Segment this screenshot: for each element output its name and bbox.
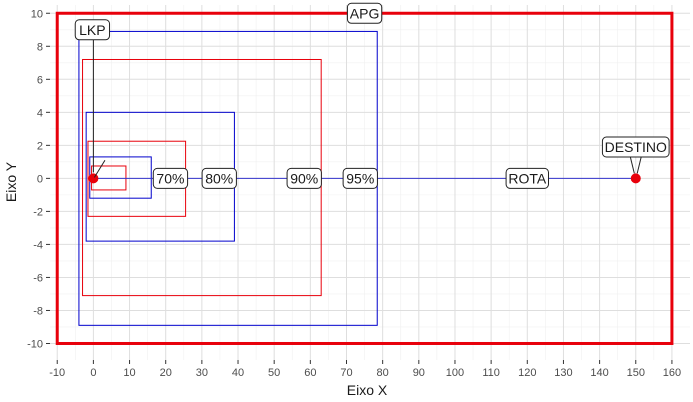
y-tick-label: -6 xyxy=(33,272,43,284)
label-70-box xyxy=(152,167,189,189)
label-rota-text: ROTA xyxy=(508,170,547,186)
x-tick-label: 0 xyxy=(90,367,96,379)
x-tick-label: 50 xyxy=(268,367,280,379)
label-80-box xyxy=(201,167,237,189)
y-axis-title: Eixo Y xyxy=(3,161,19,202)
label-apg-box xyxy=(346,2,383,24)
probability-rect-1 xyxy=(89,156,152,199)
x-axis-title: Eixo X xyxy=(347,382,388,398)
y-tick-label: 2 xyxy=(37,140,43,152)
lkp-leader-short xyxy=(93,159,106,178)
x-tick-label: 120 xyxy=(518,367,536,379)
label-70: 70% xyxy=(152,167,189,189)
x-tick-label: 10 xyxy=(123,367,135,379)
label-destino-text: DESTINO xyxy=(605,139,667,155)
label-lkp: LKP xyxy=(74,19,111,41)
label-80-text: 80% xyxy=(205,170,233,186)
x-tick-label: 80 xyxy=(377,367,389,379)
x-tick-label: 150 xyxy=(627,367,645,379)
y-tick-label: -4 xyxy=(33,239,43,251)
x-tick-label: 40 xyxy=(232,367,244,379)
label-rota: ROTA xyxy=(505,167,549,189)
label-rota-box xyxy=(505,167,549,189)
chart-annotations: APG LKP DESTINO 70% 80% 90% 95% ROTA xyxy=(74,2,670,189)
label-apg-text: APG xyxy=(350,5,380,21)
y-tick-label: 10 xyxy=(31,8,43,20)
y-tick-label: 0 xyxy=(37,173,43,185)
label-90-text: 90% xyxy=(290,170,318,186)
y-tick-label: 8 xyxy=(37,41,43,53)
point-lkp xyxy=(88,173,99,184)
axis-ticks: -10 0 10 20 30 40 50 60 70 80 90 100 110 120 130 140 150… xyxy=(27,8,681,379)
label-90: 90% xyxy=(286,167,322,189)
x-tick-label: 90 xyxy=(413,367,425,379)
label-destino: DESTINO xyxy=(601,136,670,158)
label-70-text: 70% xyxy=(156,170,184,186)
x-tick-label: 110 xyxy=(482,367,500,379)
label-95: 95% xyxy=(342,167,378,189)
label-lkp-box xyxy=(74,19,111,41)
y-tick-label: -2 xyxy=(33,206,43,218)
x-tick-label: 100 xyxy=(446,367,464,379)
label-95-box xyxy=(342,167,378,189)
x-tick-label: -10 xyxy=(49,367,65,379)
destino-leader-right xyxy=(636,156,642,174)
x-tick-label: 20 xyxy=(160,367,172,379)
label-lkp-text: LKP xyxy=(79,22,105,38)
label-destino-box xyxy=(601,136,670,158)
x-tick-label: 130 xyxy=(554,367,572,379)
x-tick-label: 160 xyxy=(663,367,681,379)
y-tick-label: -8 xyxy=(33,305,43,317)
destino-leader-left xyxy=(629,156,635,174)
label-95-text: 95% xyxy=(346,170,374,186)
point-destino xyxy=(630,173,641,184)
y-tick-label: 4 xyxy=(37,107,43,119)
x-tick-label: 30 xyxy=(196,367,208,379)
x-tick-label: 60 xyxy=(304,367,316,379)
label-80: 80% xyxy=(201,167,237,189)
x-tick-label: 70 xyxy=(340,367,352,379)
x-tick-label: 140 xyxy=(590,367,608,379)
label-apg: APG xyxy=(346,2,383,24)
y-tick-label: 6 xyxy=(37,74,43,86)
y-tick-label: -10 xyxy=(27,338,43,350)
label-90-box xyxy=(286,167,322,189)
